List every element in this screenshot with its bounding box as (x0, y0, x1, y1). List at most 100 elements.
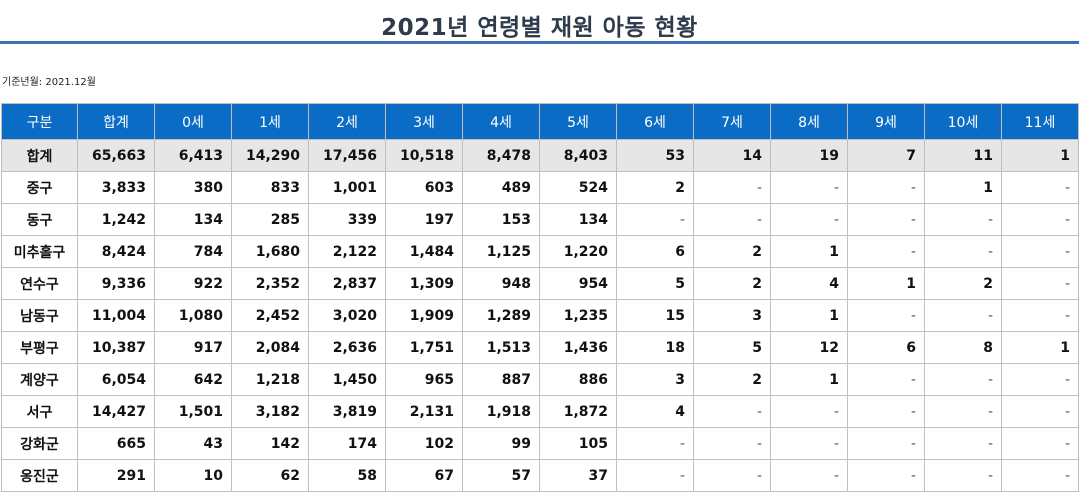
table-cell: 9,336 (77, 267, 155, 300)
column-header: 11세 (1001, 103, 1079, 140)
table-cell: - (1001, 171, 1079, 204)
column-header: 9세 (847, 103, 925, 140)
table-cell: 1,680 (231, 235, 309, 268)
table-cell: 2 (616, 171, 694, 204)
table-cell: 58 (308, 459, 386, 492)
table-cell: 8,403 (539, 139, 617, 172)
row-label-cell: 합계 (1, 139, 78, 172)
table-cell: 642 (154, 363, 232, 396)
table-cell: 1 (924, 171, 1002, 204)
table-cell: - (1001, 427, 1079, 460)
table-cell: 1,242 (77, 203, 155, 236)
row-label-cell: 강화군 (1, 427, 78, 460)
row-label-cell: 부평구 (1, 331, 78, 364)
table-cell: 1,235 (539, 299, 617, 332)
table-cell: 102 (385, 427, 463, 460)
row-label-cell: 연수구 (1, 267, 78, 300)
table-cell: - (1001, 203, 1079, 236)
table-cell: 153 (462, 203, 540, 236)
column-header: 2세 (308, 103, 386, 140)
table-cell: 3,819 (308, 395, 386, 428)
table-cell: 1,080 (154, 299, 232, 332)
table-cell: 291 (77, 459, 155, 492)
table-row: 남동구 11,004 1,080 2,452 3,020 1,909 1,289 1,235 1… (1, 299, 1079, 332)
page-title: 2021년 연령별 재원 아동 현황 (381, 15, 698, 41)
table-cell: 11,004 (77, 299, 155, 332)
table-cell: 3 (693, 299, 771, 332)
table-cell: - (770, 427, 848, 460)
row-label-cell: 남동구 (1, 299, 78, 332)
table-cell: - (1001, 299, 1079, 332)
table-row: 부평구 10,387 917 2,084 2,636 1,751 1,513 1,436 18 5… (1, 331, 1079, 364)
table-cell: 18 (616, 331, 694, 364)
table-cell: 12 (770, 331, 848, 364)
table-cell: 174 (308, 427, 386, 460)
table-cell: 1 (847, 267, 925, 300)
column-header: 10세 (924, 103, 1002, 140)
table-cell: - (1001, 395, 1079, 428)
table-cell: - (924, 203, 1002, 236)
column-header: 3세 (385, 103, 463, 140)
table-cell: 887 (462, 363, 540, 396)
row-label-cell: 미추홀구 (1, 235, 78, 268)
table-cell: 6,413 (154, 139, 232, 172)
table-cell: 62 (231, 459, 309, 492)
row-label-cell: 옹진군 (1, 459, 78, 492)
row-label-cell: 동구 (1, 203, 78, 236)
table-cell: 10 (154, 459, 232, 492)
table-cell: 1,436 (539, 331, 617, 364)
total-row: 합계 65,663 6,413 14,290 17,456 10,518 8,478 8,40… (1, 139, 1079, 172)
table-header-row: 구분 합계 0세 1세 2세 3세 4세 5세 6세 7세 8세 9세 10세 11세 (1, 103, 1079, 140)
table-cell: 665 (77, 427, 155, 460)
table-row: 연수구 9,336 922 2,352 2,837 1,309 948 954 5 2 4 1 2- (1, 267, 1079, 300)
table-cell: 99 (462, 427, 540, 460)
table-cell: - (1001, 267, 1079, 300)
column-header: 8세 (770, 103, 848, 140)
table-cell: - (847, 363, 925, 396)
table-cell: 2,084 (231, 331, 309, 364)
table-cell: 8,478 (462, 139, 540, 172)
table-cell: 15 (616, 299, 694, 332)
table-cell: - (770, 171, 848, 204)
table-cell: 1,450 (308, 363, 386, 396)
column-header: 4세 (462, 103, 540, 140)
table-cell: 1,872 (539, 395, 617, 428)
table-cell: 17,456 (308, 139, 386, 172)
table-cell: 2,122 (308, 235, 386, 268)
table-cell: 1,751 (385, 331, 463, 364)
table-cell: 1 (770, 299, 848, 332)
table-cell: 14,427 (77, 395, 155, 428)
column-header: 5세 (539, 103, 617, 140)
table-cell: 1,909 (385, 299, 463, 332)
table-row: 서구 14,427 1,501 3,182 3,819 2,131 1,918 1,872 4-… (1, 395, 1079, 428)
column-header: 6세 (616, 103, 694, 140)
table-cell: 784 (154, 235, 232, 268)
table-cell: 2,131 (385, 395, 463, 428)
table-cell: 134 (539, 203, 617, 236)
table-cell: - (924, 235, 1002, 268)
table-cell: 6 (616, 235, 694, 268)
table-cell: 489 (462, 171, 540, 204)
table-cell: 2 (924, 267, 1002, 300)
table-cell: 339 (308, 203, 386, 236)
table-cell: - (847, 235, 925, 268)
table-cell: - (924, 299, 1002, 332)
table-cell: 1,289 (462, 299, 540, 332)
table-cell: 65,663 (77, 139, 155, 172)
table-cell: 948 (462, 267, 540, 300)
table-cell: 1 (1001, 139, 1079, 172)
table-row: 동구 1,242 134 285 339 197 153 134- - - - - - (1, 203, 1079, 236)
table-cell: 1,918 (462, 395, 540, 428)
table-cell: 10,387 (77, 331, 155, 364)
table-cell: - (847, 459, 925, 492)
table-cell: - (847, 203, 925, 236)
table-cell: - (924, 395, 1002, 428)
table-cell: 1 (770, 235, 848, 268)
column-header: 합계 (77, 103, 155, 140)
table-cell: 3,182 (231, 395, 309, 428)
table-cell: 917 (154, 331, 232, 364)
table-cell: 14,290 (231, 139, 309, 172)
table-cell: 1,513 (462, 331, 540, 364)
row-label-cell: 중구 (1, 171, 78, 204)
table-cell: 1,220 (539, 235, 617, 268)
